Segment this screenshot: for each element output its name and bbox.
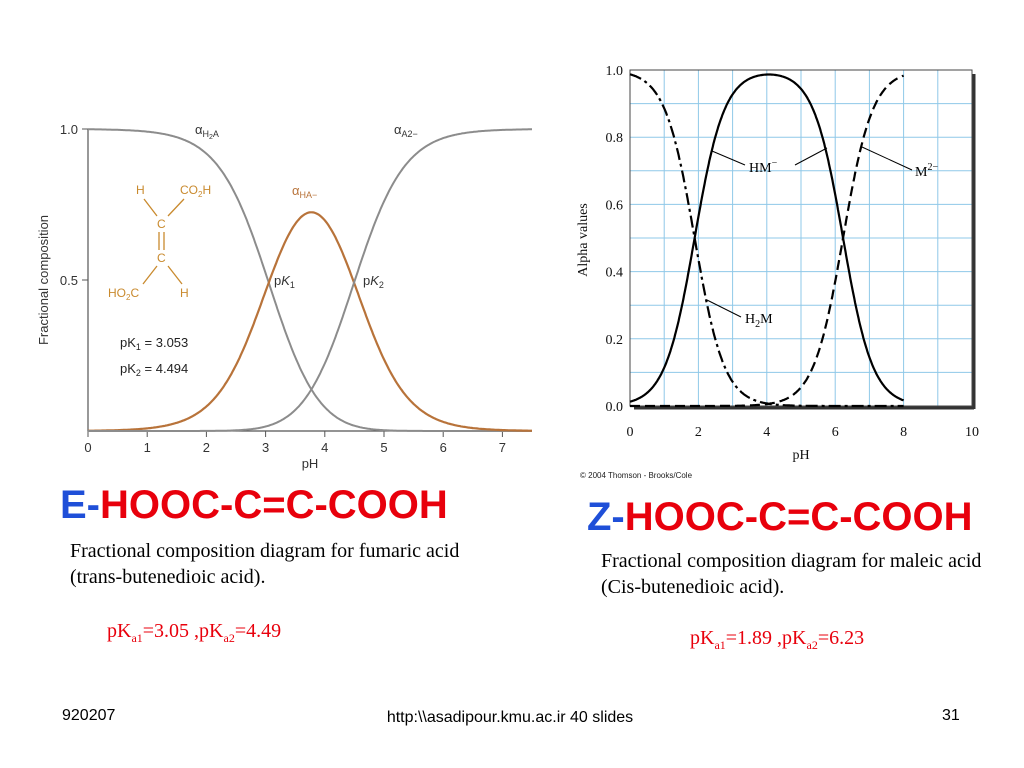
annotation-pk2: pK2 xyxy=(363,273,384,290)
left-x-tick-label: 1 xyxy=(144,440,151,455)
left-heading: E-HOOC-C=C-COOH xyxy=(60,483,448,527)
left-x-tick-label: 7 xyxy=(499,440,506,455)
footer-date: 920207 xyxy=(62,707,116,724)
left-x-ticks: 0 1 2 3 4 5 6 7 xyxy=(84,431,506,455)
label-h2m: H2M xyxy=(745,312,773,330)
label-leader-h2m xyxy=(706,299,742,318)
right-x-tick-label: 6 xyxy=(832,425,839,440)
structure-h-bottom: H xyxy=(180,286,189,300)
left-y-ticks: 0.5 1.0 xyxy=(60,122,88,288)
right-x-tick-label: 10 xyxy=(965,425,979,440)
right-x-tick-label: 4 xyxy=(763,425,770,440)
left-heading-formula: HOOC-C=C-COOH xyxy=(100,483,448,527)
chart-credit: © 2004 Thomson - Brooks/Cole xyxy=(580,471,693,480)
series-line-a2 xyxy=(88,128,532,432)
right-caption: Fractional composition diagram for malei… xyxy=(601,550,982,598)
bond-3 xyxy=(142,265,158,285)
right-y-tick-label: 0.2 xyxy=(606,333,624,348)
bond-2 xyxy=(167,198,185,217)
series-line-h2a xyxy=(88,128,532,432)
maleic-acid-chart: 0 2 4 6 8 10 0.0 0.2 0.4 0.6 0.8 1.0 pH Alpha valu… xyxy=(576,64,980,463)
fumaric-acid-structure: H CO2H C C HO2C H xyxy=(108,183,211,302)
left-x-axis-label: pH xyxy=(302,456,319,471)
structure-c-bottom: C xyxy=(157,251,166,265)
right-y-tick-label: 0.8 xyxy=(606,131,624,146)
right-heading: Z-HOOC-C=C-COOH xyxy=(587,495,973,539)
footer-url: http:\\asadipour.kmu.ac.ir 40 slides xyxy=(386,709,634,726)
left-heading-prefix: E- xyxy=(60,483,100,527)
annotation-pk1: pK1 xyxy=(274,273,295,290)
series-line-hm xyxy=(629,73,905,403)
left-pka-values: pKa1=3.05 ,pKa2=4.49 xyxy=(107,620,282,645)
series-line-ha xyxy=(88,211,532,432)
left-x-tick-label: 3 xyxy=(262,440,269,455)
right-y-tick-label: 0.6 xyxy=(606,198,624,213)
inset-pk1: pK1 = 3.053 xyxy=(120,335,188,352)
label-leader-m2 xyxy=(861,146,913,171)
structure-ho2c: HO2C xyxy=(108,286,139,302)
right-y-tick-label: 0.0 xyxy=(606,400,624,415)
label-leader-hm-right xyxy=(794,147,828,166)
series-line-m2 xyxy=(630,74,905,408)
structure-h-top: H xyxy=(136,183,145,197)
left-x-tick-label: 5 xyxy=(380,440,387,455)
left-y-tick-label: 1.0 xyxy=(60,122,78,137)
left-y-axis-label: Fractional composition xyxy=(36,215,51,345)
bond-4 xyxy=(167,265,183,285)
left-x-tick-label: 6 xyxy=(440,440,447,455)
right-x-tick-label: 2 xyxy=(695,425,702,440)
series-label-a2: αA2− xyxy=(394,122,418,139)
left-y-tick-label: 0.5 xyxy=(60,273,78,288)
right-x-tick-label: 8 xyxy=(900,425,907,440)
structure-co2h-top: CO2H xyxy=(180,183,211,199)
left-x-tick-label: 0 xyxy=(84,440,91,455)
label-hm: HM− xyxy=(749,158,778,176)
right-pka-values: pKa1=1.89 ,pKa2=6.23 xyxy=(690,627,865,652)
right-x-tick-label: 0 xyxy=(627,425,634,440)
inset-pk2: pK2 = 4.494 xyxy=(120,361,188,378)
right-y-axis-label: Alpha values xyxy=(576,203,591,276)
right-grid xyxy=(630,69,972,406)
left-caption: Fractional composition diagram for fumar… xyxy=(70,540,460,588)
structure-c-top: C xyxy=(157,217,166,231)
left-x-tick-label: 2 xyxy=(203,440,210,455)
right-y-ticks: 0.0 0.2 0.4 0.6 0.8 1.0 xyxy=(606,64,624,415)
right-heading-formula: HOOC-C=C-COOH xyxy=(624,495,973,539)
right-x-axis-label: pH xyxy=(792,448,809,463)
fumaric-acid-chart: 0 1 2 3 4 5 6 7 0.5 1.0 pH Fractional compositio… xyxy=(36,122,532,471)
label-leader-hm-left xyxy=(711,150,746,166)
series-label-h2a: αH2A xyxy=(195,122,219,141)
label-m2: M2− xyxy=(915,162,938,180)
bond-1 xyxy=(143,198,158,217)
right-y-tick-label: 1.0 xyxy=(606,64,624,79)
right-x-ticks: 0 2 4 6 8 10 xyxy=(627,425,980,440)
left-x-tick-label: 4 xyxy=(321,440,328,455)
right-y-tick-label: 0.4 xyxy=(606,266,624,281)
footer-slide-number: 31 xyxy=(942,707,960,724)
series-label-ha: αHA− xyxy=(292,183,317,200)
right-heading-prefix: Z- xyxy=(587,495,625,539)
